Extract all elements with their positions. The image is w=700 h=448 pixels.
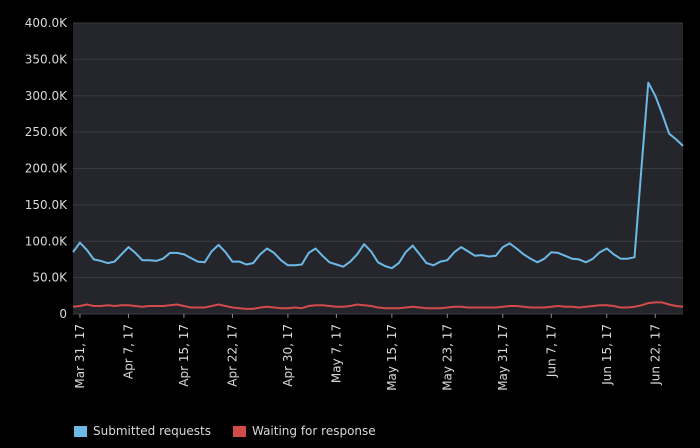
series-line-submitted-requests [72,81,684,270]
legend-swatch-submitted-requests [74,425,87,437]
y-tick-label: 100.0K [25,234,68,248]
y-tick-label: 300.0K [25,89,68,103]
x-tick-label: Apr 15, 17 [177,324,191,387]
y-tick-label: 400.0K [25,16,68,30]
x-tick-label: Jun 7, 17 [544,324,558,378]
y-tick-label: 200.0K [25,162,68,176]
x-tick-label: Apr 22, 17 [225,324,239,387]
x-tick-label: May 31, 17 [496,324,510,391]
legend: Submitted requests Waiting for response [74,421,376,441]
x-tick-label: Jun 22, 17 [648,324,662,386]
x-axis: Mar 31, 17 Apr 7, 17 Apr 15, 17 Apr 22, 17 A… [73,314,662,391]
legend-label-submitted-requests: Submitted requests [93,424,211,438]
legend-label-waiting-for-response: Waiting for response [251,424,376,438]
x-tick-label: May 7, 17 [329,324,343,383]
gridlines [73,22,683,315]
y-tick-label: 250.0K [25,125,68,139]
series-line-waiting-for-response [72,301,684,310]
y-tick-label: 0 [59,307,67,321]
legend-item-submitted-requests[interactable]: Submitted requests [74,424,211,438]
y-axis: 0 50.0K 100.0K 150.0K 200.0K 250.0K 300.0K 350.… [25,16,68,321]
legend-swatch-waiting-for-response [232,425,246,437]
series-lines [72,81,684,310]
x-tick-label: May 15, 17 [385,324,399,391]
x-tick-label: Apr 30, 17 [281,324,295,387]
x-tick-label: Mar 31, 17 [73,324,87,389]
x-tick-label: May 23, 17 [440,324,454,391]
y-tick-label: 350.0K [25,52,68,66]
x-tick-label: Jun 15, 17 [600,324,614,386]
y-tick-label: 50.0K [32,271,68,285]
y-tick-label: 150.0K [25,198,68,212]
legend-item-waiting-for-response[interactable]: Waiting for response [232,424,376,438]
x-tick-label: Apr 7, 17 [121,324,135,379]
